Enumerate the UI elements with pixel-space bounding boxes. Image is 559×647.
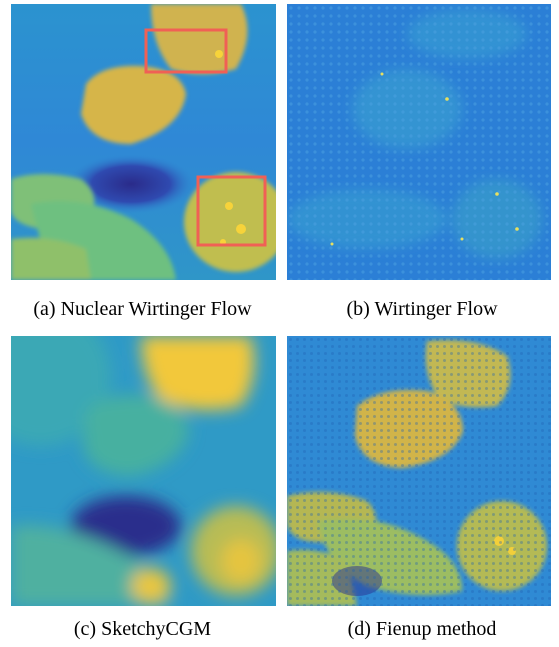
highlight-box-bottom (196, 175, 267, 247)
reconstruction-image-a (11, 4, 276, 280)
reconstruction-image-b (287, 4, 551, 280)
panel-sketchycgm (11, 336, 276, 606)
panel-fienup-method (287, 336, 551, 606)
panel-nuclear-wirtinger-flow (11, 4, 276, 280)
panel-wirtinger-flow (287, 4, 551, 280)
caption-b: (b) Wirtinger Flow (346, 298, 498, 320)
caption-c: (c) SketchyCGM (73, 618, 212, 640)
reconstruction-image-d (287, 336, 551, 606)
highlight-box-top (144, 28, 228, 74)
caption-a: (a) Nuclear Wirtinger Flow (33, 298, 252, 320)
reconstruction-image-c (11, 336, 276, 606)
caption-d: (d) Fienup method (347, 618, 497, 640)
